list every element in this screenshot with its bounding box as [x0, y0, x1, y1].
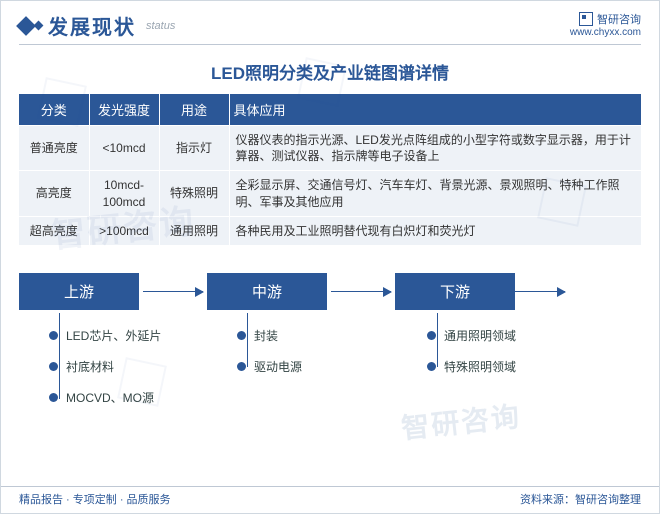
- connector-line: [59, 313, 60, 399]
- bullet-icon: [237, 362, 246, 371]
- flow-item-label: 驱动电源: [254, 358, 302, 375]
- flow-stage: 下游: [395, 273, 515, 310]
- table-cell: 普通亮度: [19, 126, 89, 171]
- header-right: 智研咨询 www.chyxx.com: [570, 11, 641, 38]
- table-row: 高亮度10mcd-100mcd特殊照明全彩显示屏、交通信号灯、汽车车灯、背景光源…: [19, 171, 641, 216]
- table-cell: 各种民用及工业照明替代现有白炽灯和荧光灯: [229, 216, 641, 245]
- table-header: 具体应用: [229, 94, 641, 126]
- table-header: 发光强度: [89, 94, 159, 126]
- flow-items-column: LED芯片、外延片衬底材料 MOCVD、MO源: [49, 313, 161, 406]
- bullet-icon: [427, 362, 436, 371]
- footer-left: 精品报告 · 专项定制 · 品质服务: [19, 491, 171, 507]
- bullet-icon: [237, 331, 246, 340]
- flow-item: 特殊照明领域: [427, 358, 516, 375]
- bullet-icon: [427, 331, 436, 340]
- table-cell: 高亮度: [19, 171, 89, 216]
- table-row: 超高亮度>100mcd通用照明各种民用及工业照明替代现有白炽灯和荧光灯: [19, 216, 641, 245]
- flow-item: 通用照明领域: [427, 327, 516, 344]
- flow-item: 衬底材料: [49, 358, 161, 375]
- table-header: 用途: [159, 94, 229, 126]
- brand-name: 智研咨询: [597, 11, 641, 27]
- classification-table: 分类发光强度用途具体应用 普通亮度<10mcd指示灯仪器仪表的指示光源、LED发…: [19, 94, 641, 245]
- table-cell: 超高亮度: [19, 216, 89, 245]
- table-cell: 特殊照明: [159, 171, 229, 216]
- flow-item-label: MOCVD、MO源: [66, 389, 154, 406]
- arrow-icon: [331, 291, 391, 293]
- flow-item-label: 封装: [254, 327, 278, 344]
- table-cell: >100mcd: [89, 216, 159, 245]
- chart-title: LED照明分类及产业链图谱详情: [1, 59, 659, 84]
- flow-item-label: 衬底材料: [66, 358, 114, 375]
- arrow-icon: [143, 291, 203, 293]
- divider: [19, 44, 641, 45]
- table-cell: 全彩显示屏、交通信号灯、汽车车灯、背景光源、景观照明、特种工作照明、军事及其他应…: [229, 171, 641, 216]
- header: 发展现状 status 智研咨询 www.chyxx.com: [1, 1, 659, 44]
- table-row: 普通亮度<10mcd指示灯仪器仪表的指示光源、LED发光点阵组成的小型字符或数字…: [19, 126, 641, 171]
- flow-item-label: 特殊照明领域: [444, 358, 516, 375]
- bullet-icon: [49, 362, 58, 371]
- arrow-icon: [515, 291, 565, 293]
- flow-stage: 中游: [207, 273, 327, 310]
- brand-logo-icon: [579, 12, 593, 26]
- header-left: 发展现状 status: [19, 11, 175, 40]
- flow-item: MOCVD、MO源: [49, 389, 161, 406]
- flow-item-label: LED芯片、外延片: [66, 327, 161, 344]
- flow-stage: 上游: [19, 273, 139, 310]
- flow-items-column: 通用照明领域特殊照明领域: [427, 313, 516, 375]
- flow-item: 驱动电源: [237, 358, 302, 375]
- bullet-icon: [49, 331, 58, 340]
- table-cell: 10mcd-100mcd: [89, 171, 159, 216]
- footer: 精品报告 · 专项定制 · 品质服务 资料来源：智研咨询整理: [1, 486, 659, 507]
- footer-right: 资料来源：智研咨询整理: [520, 491, 641, 507]
- flow-item: LED芯片、外延片: [49, 327, 161, 344]
- flow-item: 封装: [237, 327, 302, 344]
- bullet-icon: [49, 393, 58, 402]
- page-subtitle: status: [146, 20, 175, 32]
- flow-item-label: 通用照明领域: [444, 327, 516, 344]
- table-header: 分类: [19, 94, 89, 126]
- table-cell: <10mcd: [89, 126, 159, 171]
- flow-items-column: 封装驱动电源: [237, 313, 302, 375]
- supply-chain-flow: 上游 中游 下游 LED芯片、外延片衬底材料 MOCVD、MO源 封装驱动电源 通用照明领…: [19, 273, 641, 443]
- table-cell: 通用照明: [159, 216, 229, 245]
- table-cell: 指示灯: [159, 126, 229, 171]
- diamond-icon: [34, 21, 44, 31]
- brand-url: www.chyxx.com: [570, 27, 641, 38]
- table-cell: 仪器仪表的指示光源、LED发光点阵组成的小型字符或数字显示器，用于计算器、测试仪…: [229, 126, 641, 171]
- page-title: 发展现状: [48, 11, 136, 40]
